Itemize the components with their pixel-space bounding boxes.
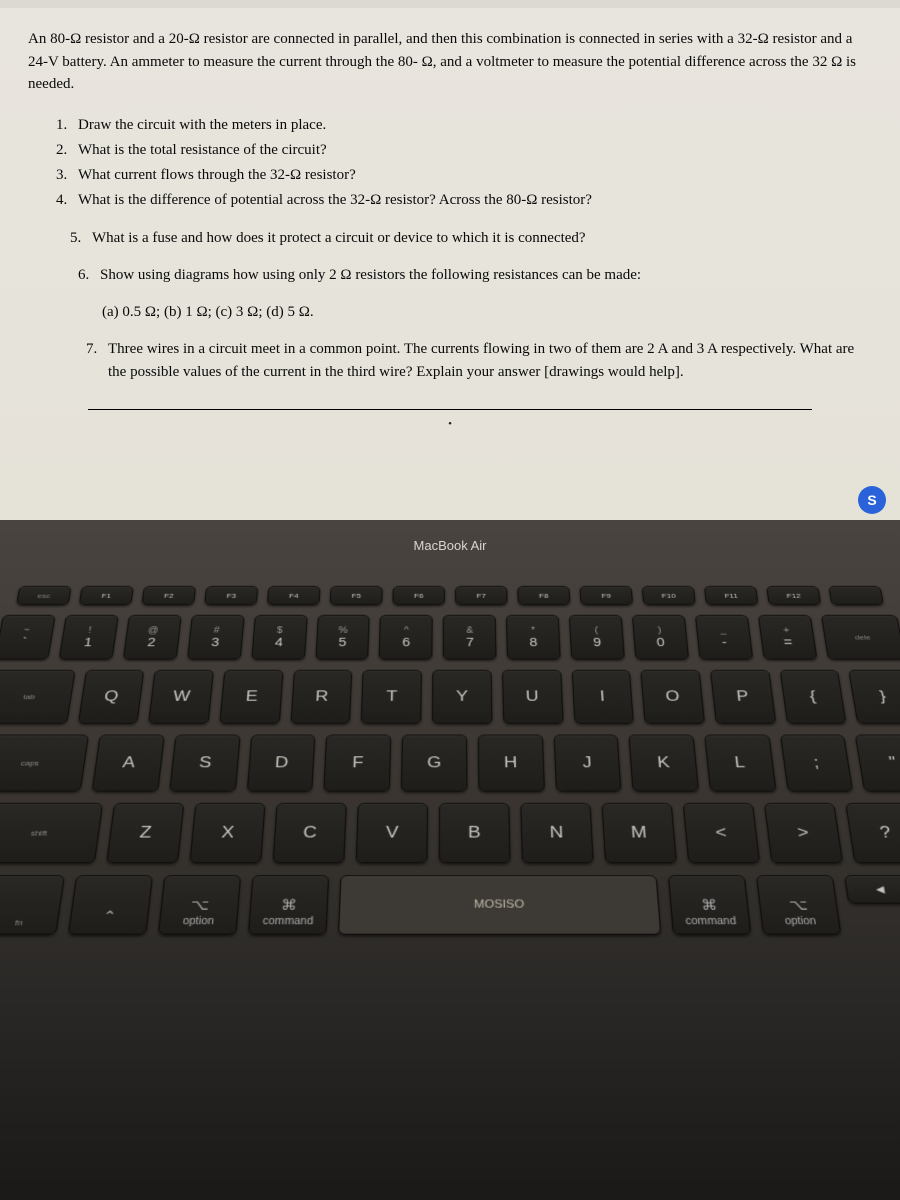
key-l[interactable]: L [704,735,776,792]
key-a[interactable]: A [92,735,165,792]
key-backtick[interactable]: ~` [0,615,56,660]
intro-paragraph: An 80-Ω resistor and a 20-Ω resistor are… [28,28,872,96]
question-4: 4. What is the difference of potential a… [56,189,872,212]
key-w[interactable]: W [148,670,214,724]
key-spacebar[interactable]: MOSISO [338,875,661,935]
key-equals[interactable]: += [758,615,818,660]
key-delete[interactable]: dele [821,615,900,660]
key-minus[interactable]: _- [695,615,753,660]
key-o[interactable]: O [641,670,706,724]
question-list-7: 7. Three wires in a circuit meet in a co… [28,338,872,385]
key-k[interactable]: K [629,735,699,792]
key-p[interactable]: P [710,670,776,724]
key-ctrl[interactable]: ⌃ [68,875,153,935]
key-option-r[interactable]: ⌥option [756,875,842,935]
key-caps[interactable]: caps [0,735,89,792]
key-0[interactable]: )0 [632,615,689,660]
key-6[interactable]: ^6 [379,615,433,660]
question-3: 3. What current flows through the 32-Ω r… [56,164,872,187]
key-comma[interactable]: < [683,803,760,863]
key-f1[interactable]: F1 [79,586,134,605]
key-z[interactable]: Z [106,803,184,863]
question-6-sub: (a) 0.5 Ω; (b) 1 Ω; (c) 3 Ω; (d) 5 Ω. [28,301,872,324]
modifier-row: fn ⌃ ⌥option ⌘command MOSISO ⌘command ⌥o… [0,875,900,935]
key-q[interactable]: Q [77,670,144,724]
key-h[interactable]: H [478,735,545,792]
key-r[interactable]: R [290,670,352,724]
key-f10[interactable]: F10 [642,586,696,605]
key-power[interactable] [828,586,884,605]
key-f12[interactable]: F12 [766,586,821,605]
key-f8[interactable]: F8 [517,586,570,605]
key-3[interactable]: #3 [187,615,245,660]
keyboard-rows: esc F1 F2 F3 F4 F5 F6 F7 F8 F9 F10 F11 F… [0,578,900,935]
key-f3[interactable]: F3 [204,586,258,605]
key-e[interactable]: E [219,670,283,724]
key-v[interactable]: V [356,803,428,863]
key-tab[interactable]: tab [0,670,75,724]
separator [88,409,812,410]
zxcv-row: shift Z X C V B N M < > ? [0,803,900,863]
document-page: An 80-Ω resistor and a 20-Ω resistor are… [0,0,900,520]
key-d[interactable]: D [246,735,315,792]
question-list-main: 1. Draw the circuit with the meters in p… [28,114,872,288]
cursor-indicator: • [28,418,872,430]
key-1[interactable]: !1 [59,615,119,660]
key-shift-l[interactable]: shift [0,803,103,863]
key-option-l[interactable]: ⌥option [158,875,241,935]
key-esc[interactable]: esc [16,586,72,605]
key-5[interactable]: %5 [315,615,370,660]
key-f4[interactable]: F4 [267,586,321,605]
keyboard: S MacBook Air esc F1 F2 F3 F4 F5 F6 F7 F… [0,520,900,1200]
key-n[interactable]: N [520,803,594,863]
share-button[interactable]: S [858,486,886,514]
key-7[interactable]: &7 [443,615,497,660]
question-2: 2. What is the total resistance of the c… [56,139,872,162]
key-quote[interactable]: " [855,735,900,792]
number-row: ~` !1 @2 #3 $4 %5 ^6 &7 *8 (9 )0 _- += d… [0,615,900,660]
key-bracket-l[interactable]: { [779,670,847,724]
qwerty-row: tab Q W E R T Y U I O P { } [0,670,900,724]
key-fn[interactable]: fn [0,875,65,935]
key-9[interactable]: (9 [569,615,625,660]
key-arrow-left[interactable]: ◄ [844,875,900,903]
key-b[interactable]: B [439,803,511,863]
key-f6[interactable]: F6 [392,586,445,605]
key-u[interactable]: U [502,670,563,724]
key-f9[interactable]: F9 [579,586,633,605]
key-semicolon[interactable]: ; [780,735,854,792]
key-m[interactable]: M [601,803,677,863]
key-j[interactable]: J [553,735,622,792]
key-y[interactable]: Y [432,670,492,724]
key-command-l[interactable]: ⌘command [248,875,329,935]
key-t[interactable]: T [361,670,422,724]
key-bracket-r[interactable]: } [849,670,900,724]
key-4[interactable]: $4 [251,615,307,660]
question-6: 6. Show using diagrams how using only 2 … [56,264,872,287]
key-i[interactable]: I [571,670,634,724]
question-5: 5. What is a fuse and how does it protec… [56,227,872,250]
key-f11[interactable]: F11 [704,586,759,605]
key-slash[interactable]: ? [845,803,900,863]
key-period[interactable]: > [764,803,843,863]
question-1: 1. Draw the circuit with the meters in p… [56,114,872,137]
macbook-label: MacBook Air [414,538,487,553]
key-s[interactable]: S [169,735,240,792]
key-command-r[interactable]: ⌘command [668,875,752,935]
key-x[interactable]: X [189,803,265,863]
key-c[interactable]: C [272,803,346,863]
key-f2[interactable]: F2 [141,586,196,605]
key-2[interactable]: @2 [123,615,182,660]
key-f[interactable]: F [324,735,392,792]
asdf-row: caps A S D F G H J K L ; " [0,735,900,792]
key-8[interactable]: *8 [506,615,561,660]
key-f7[interactable]: F7 [455,586,508,605]
key-g[interactable]: G [401,735,467,792]
key-f5[interactable]: F5 [330,586,383,605]
function-row: esc F1 F2 F3 F4 F5 F6 F7 F8 F9 F10 F11 F… [0,586,900,605]
question-7: 7. Three wires in a circuit meet in a co… [56,338,872,385]
